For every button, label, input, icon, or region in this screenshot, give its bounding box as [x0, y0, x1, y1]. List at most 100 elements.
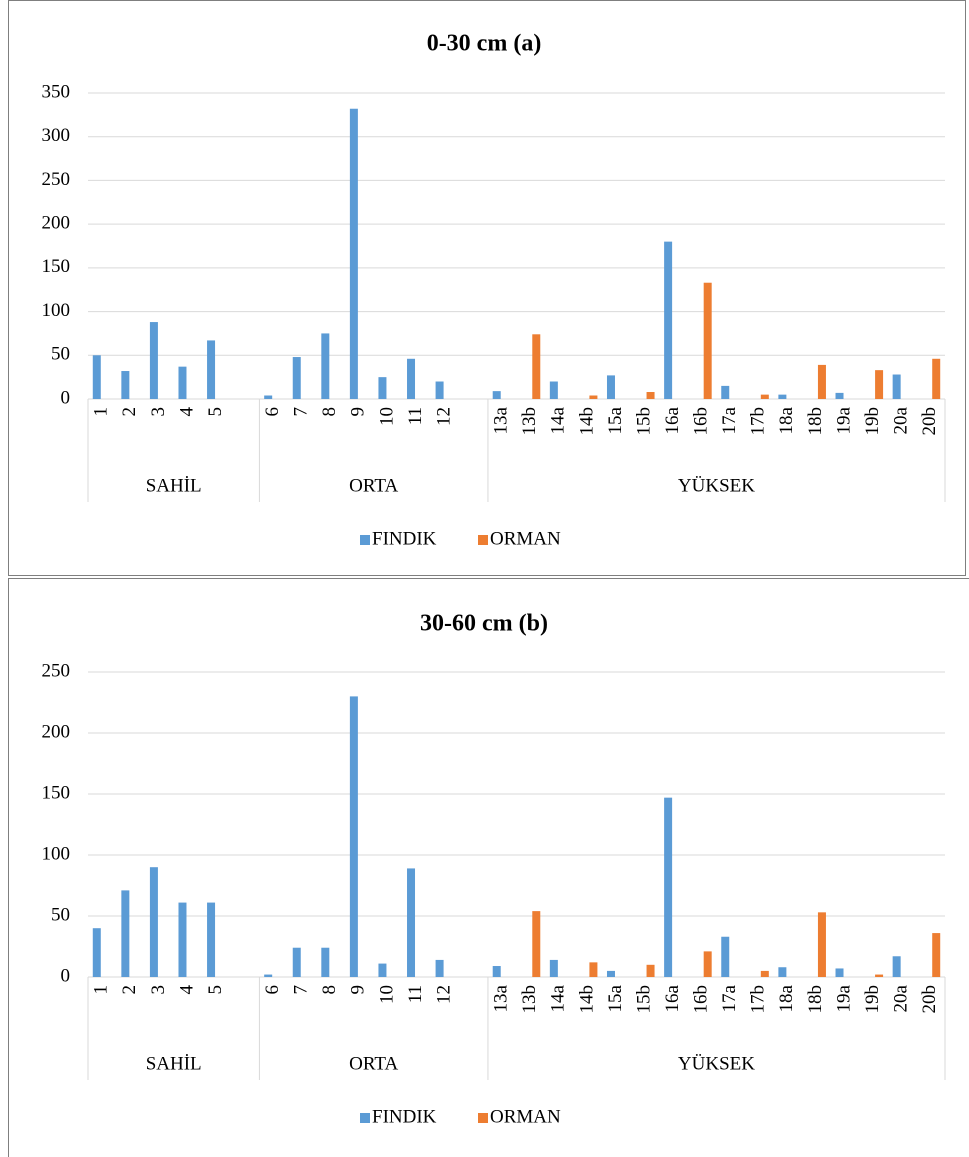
x-tick-label: 17b: [748, 407, 769, 436]
bar: [207, 340, 216, 399]
bar: [606, 375, 615, 399]
bar: [92, 928, 101, 977]
bar: [178, 902, 187, 977]
bar: [492, 391, 501, 399]
legend-label: FINDIK: [372, 1106, 437, 1127]
x-tick-label: 20b: [919, 407, 940, 436]
bar: [589, 962, 598, 977]
bar: [835, 968, 844, 977]
x-tick-label: 2: [119, 407, 140, 417]
x-tick-label: 13b: [519, 985, 540, 1014]
x-tick-label: 1: [91, 985, 112, 995]
x-tick-label: 16a: [662, 984, 683, 1012]
y-tick-label: 250: [42, 660, 71, 681]
bar: [121, 890, 130, 977]
group-label: SAHİL: [146, 475, 202, 496]
x-tick-label: 13a: [491, 984, 512, 1012]
legend-swatch: [478, 535, 488, 545]
bar: [664, 241, 673, 399]
y-tick-label: 150: [42, 256, 71, 277]
x-tick-label: 4: [176, 407, 197, 417]
bar: [435, 959, 444, 977]
y-tick-label: 250: [42, 169, 71, 190]
x-tick-label: 19b: [862, 985, 883, 1014]
bar: [760, 394, 769, 399]
bar: [646, 392, 655, 399]
y-tick-label: 100: [42, 843, 71, 864]
legend-label: ORMAN: [490, 1106, 561, 1127]
bar: [435, 381, 444, 399]
bar: [778, 394, 787, 399]
group-label: ORTA: [349, 1053, 398, 1074]
bar: [378, 377, 387, 399]
bar: [321, 333, 330, 399]
bar: [932, 358, 941, 399]
bar: [264, 974, 273, 977]
x-tick-label: 8: [319, 407, 340, 417]
legend-swatch: [478, 1113, 488, 1123]
group-label: ORTA: [349, 475, 398, 496]
x-tick-label: 19a: [833, 984, 854, 1012]
y-tick-label: 0: [61, 387, 71, 408]
x-tick-label: 19a: [833, 406, 854, 434]
bar: [817, 912, 826, 977]
chart-frame: [8, 0, 966, 576]
x-tick-label: 4: [176, 985, 197, 995]
x-tick-label: 20a: [891, 984, 912, 1012]
bar: [149, 322, 158, 399]
bar: [664, 797, 673, 977]
x-tick-label: 15a: [605, 406, 626, 434]
x-tick-label: 18a: [776, 406, 797, 434]
legend-label: ORMAN: [490, 528, 561, 549]
bar: [892, 956, 901, 977]
bar: [149, 867, 158, 977]
x-tick-label: 16b: [691, 407, 712, 436]
x-tick-label: 12: [433, 985, 454, 1004]
legend-label: FINDIK: [372, 528, 437, 549]
bar: [835, 392, 844, 399]
chart-frame: [8, 578, 969, 1157]
x-tick-label: 15b: [633, 407, 654, 436]
bar: [646, 964, 655, 977]
x-tick-label: 3: [148, 407, 169, 417]
y-tick-label: 350: [42, 81, 71, 102]
x-tick-label: 14b: [576, 985, 597, 1014]
x-tick-label: 6: [262, 407, 283, 417]
bar: [407, 868, 416, 977]
bar: [606, 970, 615, 977]
bar: [817, 364, 826, 399]
y-tick-label: 50: [51, 344, 70, 365]
y-tick-label: 200: [42, 213, 71, 234]
x-tick-label: 10: [376, 985, 397, 1004]
x-tick-label: 16a: [662, 406, 683, 434]
group-label: YÜKSEK: [678, 1053, 755, 1074]
x-tick-label: 17b: [748, 985, 769, 1014]
bar: [121, 371, 130, 399]
bar: [207, 902, 216, 977]
bar: [292, 357, 301, 399]
bar: [721, 936, 730, 977]
x-tick-label: 11: [405, 407, 426, 425]
bar: [875, 974, 884, 977]
x-tick-label: 18a: [776, 984, 797, 1012]
y-tick-label: 50: [51, 904, 70, 925]
group-label: SAHİL: [146, 1053, 202, 1074]
x-tick-label: 12: [433, 407, 454, 426]
chart-title: 0-30 cm (a): [427, 31, 542, 57]
bar: [778, 967, 787, 977]
legend-swatch: [360, 535, 370, 545]
x-tick-label: 15a: [605, 984, 626, 1012]
x-tick-label: 1: [91, 407, 112, 417]
bar: [292, 947, 301, 977]
y-tick-label: 150: [42, 782, 71, 803]
legend-swatch: [360, 1113, 370, 1123]
x-tick-label: 17a: [719, 984, 740, 1012]
bar: [532, 334, 541, 399]
x-tick-label: 14b: [576, 407, 597, 436]
bar: [703, 951, 712, 977]
x-tick-label: 18b: [805, 407, 826, 436]
y-tick-label: 200: [42, 721, 71, 742]
bar: [721, 385, 730, 399]
